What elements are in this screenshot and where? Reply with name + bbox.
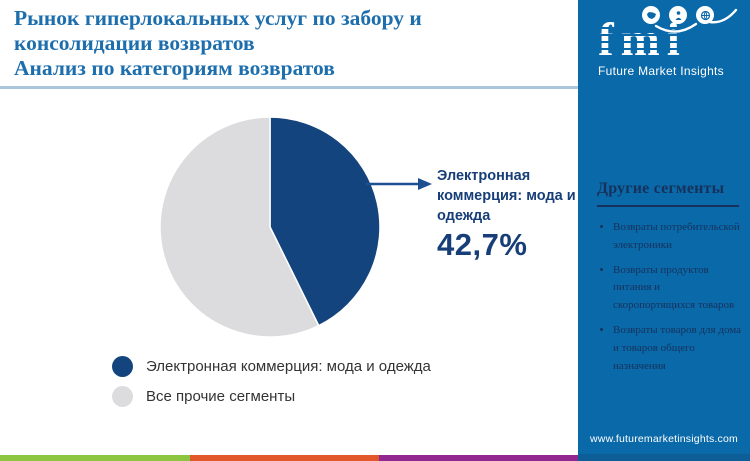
- page-title: Рынок гиперлокальных услуг по забору и к…: [14, 6, 494, 81]
- callout-arrow-icon: [366, 178, 432, 190]
- segment-item: Возвраты товаров для дома и товаров обще…: [613, 322, 743, 375]
- legend-item: Все прочие сегменты: [112, 386, 431, 407]
- person-icon: [669, 6, 687, 24]
- logo-abbr-wrap: fmi: [598, 14, 740, 66]
- pie-slice: [159, 116, 320, 338]
- segments-list: Возвраты потребительской электроники Воз…: [597, 219, 743, 376]
- legend-dot-other-icon: [112, 386, 133, 407]
- logo-stripes: [598, 22, 740, 66]
- footer-color-stripes: [0, 455, 578, 461]
- logo-swoosh-icon: [654, 8, 738, 33]
- stripe-purple: [379, 455, 578, 461]
- legend-label: Все прочие сегменты: [146, 388, 296, 405]
- other-segments-panel: Другие сегменты Возвраты потребительской…: [597, 180, 741, 383]
- stripe-orange: [190, 455, 379, 461]
- pie-callout: Электронная коммерция: мода и одежда 42,…: [437, 166, 577, 263]
- title-line-1: Рынок гиперлокальных услуг по забору и к…: [14, 6, 422, 55]
- segment-item: Возвраты продуктов питания и скоропортящ…: [613, 262, 743, 315]
- legend-item: Электронная коммерция: мода и одежда: [112, 356, 431, 377]
- segments-divider: [597, 205, 739, 207]
- globe-icon: [696, 6, 714, 24]
- title-line-2: Анализ по категориям возвратов: [14, 56, 335, 80]
- sidebar-bottom-strip: [578, 454, 750, 461]
- pie-chart: [159, 116, 381, 338]
- logo-icon-row: [642, 6, 740, 24]
- pie-slice: [269, 116, 381, 327]
- fmi-logo: fmi Future Market Insights: [598, 6, 740, 78]
- main-area: Рынок гиперлокальных услуг по забору и к…: [0, 6, 578, 461]
- website-url: www.futuremarketinsights.com: [590, 433, 738, 445]
- segment-item: Возвраты потребительской электроники: [613, 219, 743, 255]
- other-segments-heading: Другие сегменты: [597, 180, 725, 197]
- callout-label: Электронная коммерция: мода и одежда: [437, 168, 576, 224]
- legend-dot-ecommerce-icon: [112, 356, 133, 377]
- callout-value: 42,7%: [437, 227, 528, 262]
- sidebar: fmi Future Market Insights Другие сегмен…: [578, 0, 750, 461]
- map-icon: [642, 6, 660, 24]
- legend-label: Электронная коммерция: мода и одежда: [146, 358, 431, 375]
- logo-name: Future Market Insights: [598, 64, 724, 78]
- chart-legend: Электронная коммерция: мода и одежда Все…: [112, 356, 431, 416]
- stripe-green: [0, 455, 190, 461]
- title-divider: [0, 86, 578, 89]
